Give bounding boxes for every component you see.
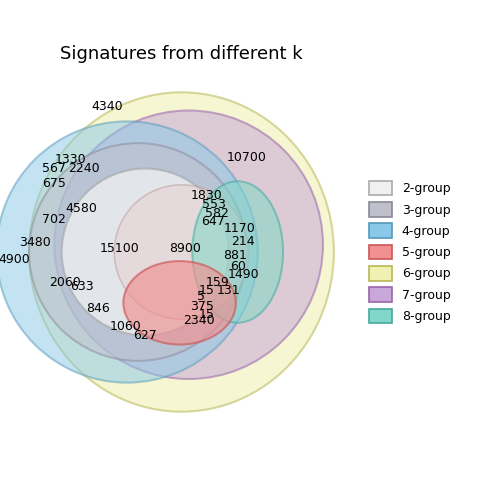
Text: 60: 60 bbox=[230, 260, 245, 273]
Text: 4340: 4340 bbox=[91, 100, 123, 113]
Text: 633: 633 bbox=[70, 280, 93, 293]
Text: 881: 881 bbox=[223, 249, 247, 262]
Text: 582: 582 bbox=[205, 207, 229, 220]
Text: 1170: 1170 bbox=[224, 222, 256, 235]
Text: 15100: 15100 bbox=[100, 242, 140, 255]
Text: 2240: 2240 bbox=[68, 162, 99, 175]
Text: 15: 15 bbox=[199, 284, 215, 297]
Ellipse shape bbox=[0, 121, 258, 383]
Ellipse shape bbox=[29, 143, 247, 361]
Ellipse shape bbox=[114, 185, 248, 319]
Text: 3480: 3480 bbox=[19, 236, 50, 249]
Text: 627: 627 bbox=[133, 329, 157, 342]
Title: Signatures from different k: Signatures from different k bbox=[60, 45, 303, 64]
Text: 8900: 8900 bbox=[169, 242, 201, 255]
Text: 1830: 1830 bbox=[191, 190, 223, 202]
Ellipse shape bbox=[61, 168, 229, 336]
Legend: 2-group, 3-group, 4-group, 5-group, 6-group, 7-group, 8-group: 2-group, 3-group, 4-group, 5-group, 6-gr… bbox=[369, 181, 451, 323]
Ellipse shape bbox=[123, 261, 236, 345]
Text: 1060: 1060 bbox=[109, 320, 141, 333]
Text: 846: 846 bbox=[86, 302, 110, 314]
Text: 15: 15 bbox=[199, 308, 215, 321]
Text: 2060: 2060 bbox=[49, 276, 81, 289]
Text: 4580: 4580 bbox=[66, 202, 98, 215]
Ellipse shape bbox=[54, 110, 323, 379]
Text: 10700: 10700 bbox=[227, 151, 267, 164]
Ellipse shape bbox=[29, 92, 334, 412]
Text: 675: 675 bbox=[42, 176, 66, 190]
Text: 1490: 1490 bbox=[228, 268, 260, 281]
Text: 159: 159 bbox=[206, 276, 230, 289]
Text: 214: 214 bbox=[231, 235, 255, 247]
Text: 5: 5 bbox=[198, 290, 206, 303]
Text: 647: 647 bbox=[202, 215, 225, 228]
Text: 567: 567 bbox=[42, 162, 66, 175]
Text: 131: 131 bbox=[217, 284, 240, 297]
Ellipse shape bbox=[193, 181, 283, 323]
Text: 1330: 1330 bbox=[55, 153, 87, 166]
Text: 702: 702 bbox=[42, 213, 66, 226]
Text: 553: 553 bbox=[202, 199, 226, 211]
Text: 4900: 4900 bbox=[0, 253, 30, 266]
Text: 375: 375 bbox=[191, 300, 214, 313]
Text: 2340: 2340 bbox=[183, 313, 215, 327]
